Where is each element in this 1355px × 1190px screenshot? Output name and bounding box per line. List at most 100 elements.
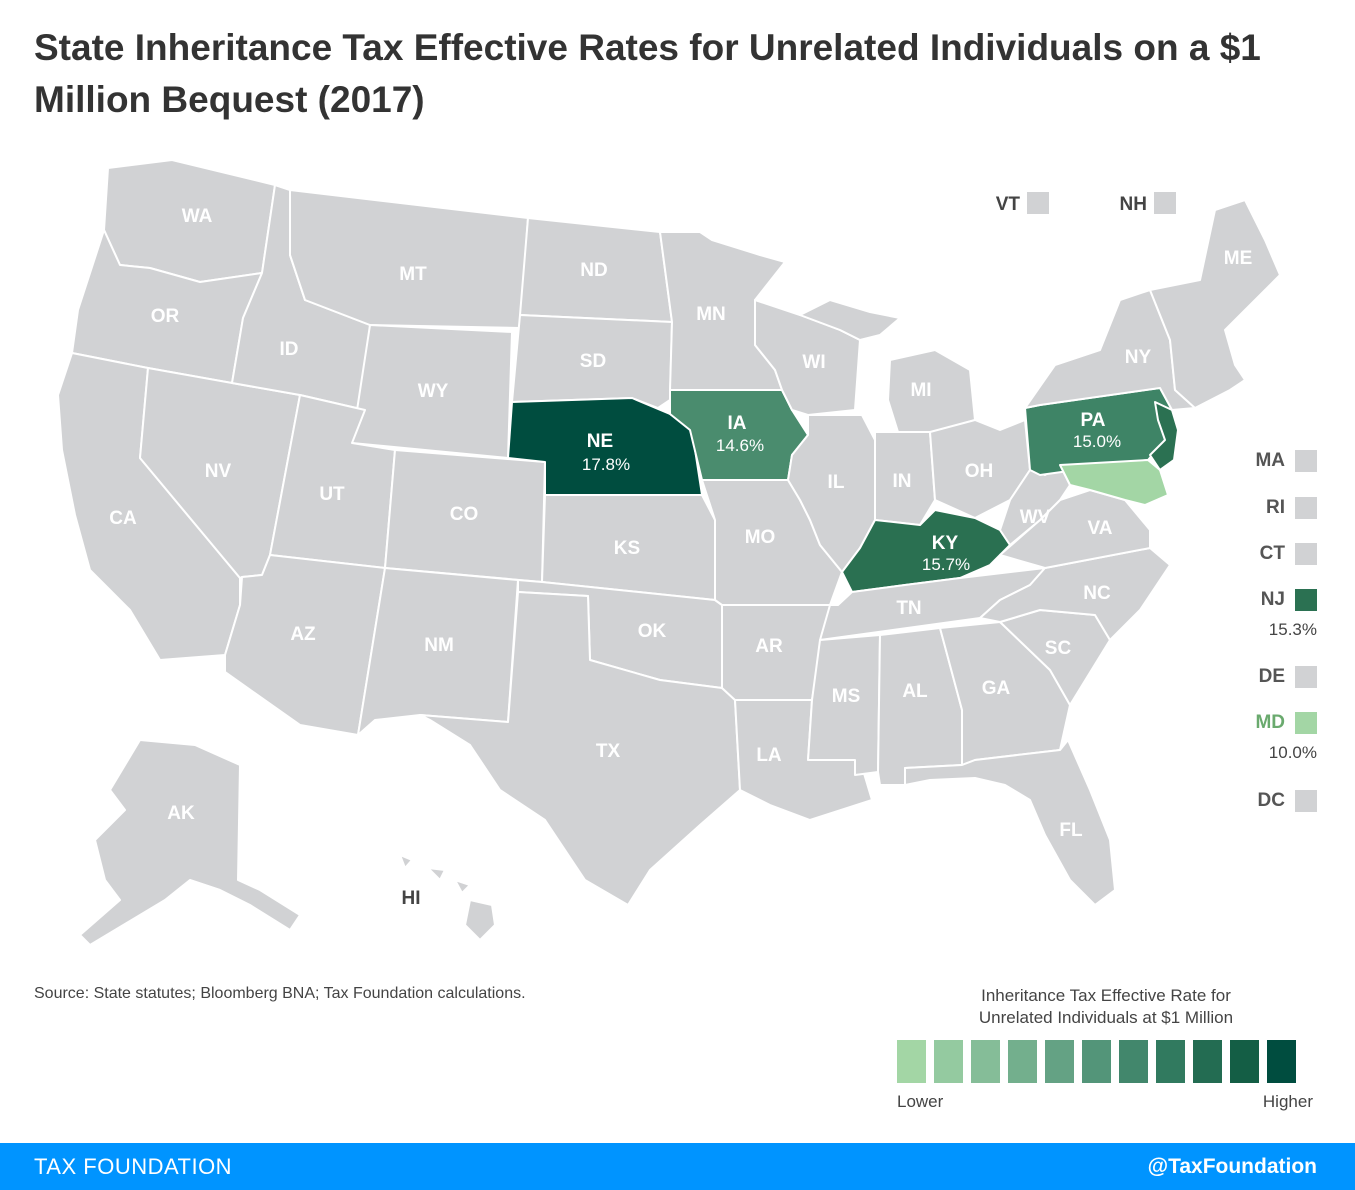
side-box-ct xyxy=(1295,543,1317,565)
side-label-ct: CT xyxy=(1259,543,1285,564)
legend-swatch xyxy=(971,1040,1000,1083)
side-state-ri: RI xyxy=(1266,497,1317,519)
label-mi: MI xyxy=(910,380,931,401)
state-shapes xyxy=(57,159,1281,946)
label-hi: HI xyxy=(402,888,421,909)
label-ca: CA xyxy=(109,508,137,529)
state-new-england xyxy=(1149,199,1281,409)
legend-low-label: Lower xyxy=(897,1092,944,1111)
label-wi: WI xyxy=(802,352,825,373)
label-ms: MS xyxy=(832,686,861,707)
rate-ia: 14.6% xyxy=(716,436,764,455)
side-label-md: MD xyxy=(1255,712,1285,733)
box-vt xyxy=(1027,192,1049,214)
label-mt: MT xyxy=(399,264,427,285)
legend-swatch xyxy=(1156,1040,1185,1083)
label-wa: WA xyxy=(182,206,213,227)
state-hi xyxy=(399,854,496,941)
label-wy: WY xyxy=(418,381,449,402)
side-state-nj: NJ xyxy=(1261,589,1317,611)
label-fl: FL xyxy=(1059,820,1083,841)
side-rate-md: 10.0% xyxy=(1268,743,1317,762)
rate-ky: 15.7% xyxy=(922,555,970,574)
label-ky: KY xyxy=(932,533,959,554)
map-title: State Inheritance Tax Effective Rates fo… xyxy=(34,27,1261,120)
side-box-dc xyxy=(1295,790,1317,812)
label-nv: NV xyxy=(205,461,232,482)
label-ks: KS xyxy=(614,538,640,559)
side-label-de: DE xyxy=(1258,666,1285,687)
label-ak: AK xyxy=(167,803,195,824)
state-mt xyxy=(289,189,529,329)
side-box-ma xyxy=(1295,450,1317,472)
label-tn: TN xyxy=(896,598,921,619)
label-tx: TX xyxy=(596,741,621,762)
side-state-ma: MA xyxy=(1255,450,1317,472)
state-in xyxy=(874,431,936,526)
state-nj xyxy=(1149,401,1179,471)
state-ak xyxy=(79,739,301,946)
legend-swatch xyxy=(897,1040,926,1083)
label-wv: WV xyxy=(1020,507,1051,528)
label-nd: ND xyxy=(580,260,607,281)
label-il: IL xyxy=(828,472,845,493)
rate-ne: 17.8% xyxy=(582,455,630,474)
label-id: ID xyxy=(280,339,299,360)
legend-swatch xyxy=(1082,1040,1111,1083)
side-label-dc: DC xyxy=(1257,790,1285,811)
legend-swatch xyxy=(1045,1040,1074,1083)
label-ne: NE xyxy=(587,431,613,452)
legend-title: Inheritance Tax Effective Rate for Unrel… xyxy=(890,985,1322,1029)
rate-pa: 15.0% xyxy=(1073,432,1121,451)
top-small-states: VT NH xyxy=(996,192,1176,215)
side-label-ma: MA xyxy=(1255,450,1285,471)
label-nc: NC xyxy=(1083,583,1111,604)
label-al: AL xyxy=(902,681,928,702)
us-map: WA OR CA NV ID MT WY UT AZ CO NM ND SD N… xyxy=(57,159,1281,946)
label-co: CO xyxy=(450,504,479,525)
side-box-de xyxy=(1295,666,1317,688)
label-az: AZ xyxy=(290,624,316,645)
side-label-nj: NJ xyxy=(1260,589,1285,610)
legend-swatch xyxy=(1119,1040,1148,1083)
side-state-md: MD xyxy=(1255,712,1317,734)
legend-title-line2: Unrelated Individuals at $1 Million xyxy=(978,1008,1234,1027)
label-vt: VT xyxy=(996,194,1021,215)
side-box-nj xyxy=(1295,589,1317,611)
label-nh: NH xyxy=(1120,194,1147,215)
side-box-md xyxy=(1295,712,1317,734)
label-ar: AR xyxy=(755,636,783,657)
source-note: Source: State statutes; Bloomberg BNA; T… xyxy=(34,985,526,1002)
label-mo: MO xyxy=(745,527,776,548)
footer-twitter-handle[interactable]: @TaxFoundation xyxy=(1147,1154,1317,1178)
label-ia: IA xyxy=(728,413,747,434)
label-pa: PA xyxy=(1081,410,1106,431)
label-ok: OK xyxy=(638,621,667,642)
legend-swatch xyxy=(1267,1040,1296,1083)
side-rate-nj: 15.3% xyxy=(1268,620,1317,639)
legend-high-label: Higher xyxy=(1262,1092,1313,1111)
state-az xyxy=(224,554,386,736)
legend-swatch xyxy=(1193,1040,1222,1083)
label-sd: SD xyxy=(580,351,606,372)
legend-swatch xyxy=(1008,1040,1037,1083)
label-la: LA xyxy=(756,745,782,766)
legend-swatch xyxy=(934,1040,963,1083)
label-nm: NM xyxy=(424,635,454,656)
side-label-ri: RI xyxy=(1266,497,1285,518)
state-tx xyxy=(419,591,741,906)
state-labels: WA OR CA NV ID MT WY UT AZ CO NM ND SD N… xyxy=(109,206,1252,909)
label-ga: GA xyxy=(982,678,1011,699)
footer-bar: TAX FOUNDATION @TaxFoundation xyxy=(0,1143,1355,1190)
label-or: OR xyxy=(151,306,180,327)
legend-swatch xyxy=(1230,1040,1259,1083)
footer-org-name: TAX FOUNDATION xyxy=(34,1153,233,1179)
label-sc: SC xyxy=(1045,638,1072,659)
state-nc xyxy=(979,547,1171,641)
state-md xyxy=(1059,459,1169,506)
side-state-de: DE xyxy=(1259,666,1317,688)
label-in: IN xyxy=(893,471,912,492)
box-nh xyxy=(1154,192,1176,214)
label-mn: MN xyxy=(696,304,726,325)
label-me: ME xyxy=(1224,248,1253,269)
